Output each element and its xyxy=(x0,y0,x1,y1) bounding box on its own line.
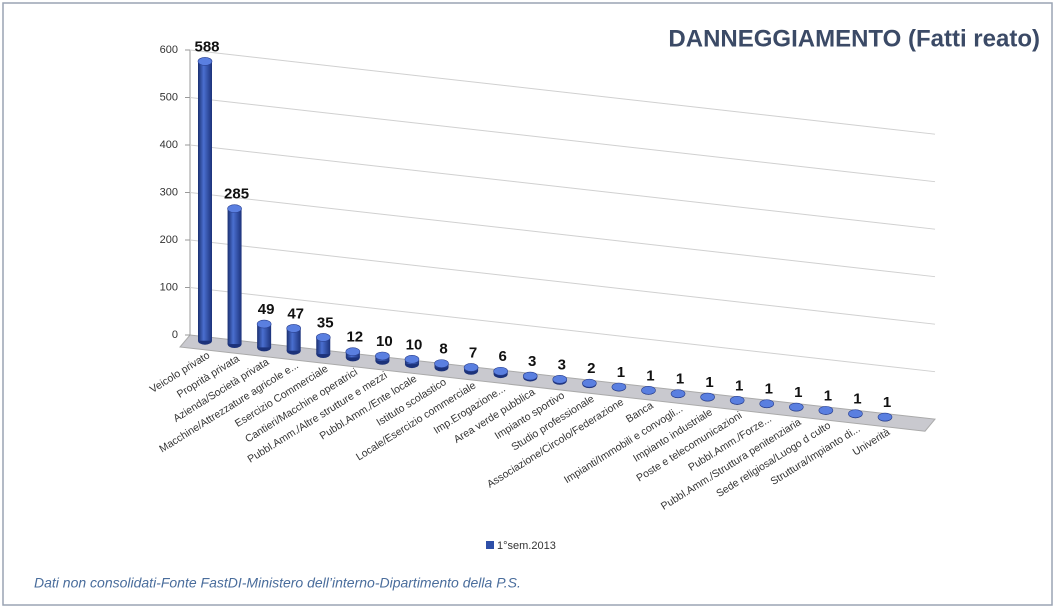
bar-cap xyxy=(286,324,301,333)
bar-cap xyxy=(582,378,597,388)
value-label: 1 xyxy=(794,384,802,401)
value-label: 1 xyxy=(705,374,713,391)
bar-cap xyxy=(345,347,361,356)
footnote: Dati non consolidati-Fonte FastDI-Minist… xyxy=(34,575,521,591)
bar-cap xyxy=(375,351,390,361)
value-label: 1 xyxy=(617,364,625,381)
value-label: 6 xyxy=(498,348,506,365)
bar-cap xyxy=(404,355,420,364)
bar xyxy=(286,328,301,351)
bar xyxy=(227,208,242,345)
y-tick-label: 500 xyxy=(160,91,178,103)
value-label: 1 xyxy=(824,387,832,404)
grid-line xyxy=(189,49,936,135)
bar-cap xyxy=(818,406,834,415)
value-label: 8 xyxy=(439,341,447,358)
value-label: 7 xyxy=(469,344,477,361)
y-tick-label: 200 xyxy=(160,234,178,246)
bar-cap xyxy=(611,382,627,392)
value-label: 1 xyxy=(853,391,861,408)
bar-cap xyxy=(522,371,538,381)
grid-line xyxy=(189,287,936,373)
value-label: 1 xyxy=(646,367,654,384)
value-label: 47 xyxy=(287,305,304,322)
value-label: 1 xyxy=(735,377,743,394)
bar-cap xyxy=(197,57,213,66)
value-label: 1 xyxy=(676,371,684,388)
chart-title: DANNEGGIAMENTO (Fatti reato) xyxy=(668,25,1040,52)
value-label: 35 xyxy=(317,314,334,331)
legend-label: 1°sem.2013 xyxy=(497,540,556,552)
bar-cap xyxy=(227,204,242,213)
value-label: 2 xyxy=(587,360,595,377)
legend-swatch xyxy=(486,541,494,549)
grid-line xyxy=(189,97,936,183)
bar-cap xyxy=(789,402,804,412)
bar-cap xyxy=(256,319,272,329)
grid-line xyxy=(189,192,936,278)
value-label: 1 xyxy=(765,381,773,398)
grid-line xyxy=(189,144,936,230)
value-label: 12 xyxy=(346,329,363,346)
value-label: 3 xyxy=(528,353,536,370)
bar xyxy=(316,337,331,355)
bar xyxy=(257,324,272,348)
value-label: 10 xyxy=(406,336,423,353)
value-label: 588 xyxy=(194,38,219,55)
bar-cap xyxy=(848,409,863,419)
y-tick-label: 0 xyxy=(172,329,178,341)
bar-cap xyxy=(877,412,893,422)
bar-cap xyxy=(641,386,656,395)
value-label: 10 xyxy=(376,333,393,350)
y-tick-label: 400 xyxy=(160,139,178,151)
bar-cap xyxy=(670,389,686,398)
bar-cap xyxy=(759,399,775,408)
bar xyxy=(198,61,212,341)
y-tick-label: 600 xyxy=(160,44,178,56)
value-label: 1 xyxy=(883,394,891,411)
bar-cap xyxy=(434,359,449,368)
y-tick-label: 300 xyxy=(160,186,178,198)
y-tick-label: 100 xyxy=(160,281,178,293)
value-label: 3 xyxy=(558,356,566,373)
bar-cap xyxy=(700,392,715,402)
value-label: 49 xyxy=(258,301,275,318)
bar-cap xyxy=(463,363,479,372)
grid-line xyxy=(189,239,936,325)
value-label: 285 xyxy=(224,186,249,203)
bar-cap xyxy=(493,366,508,376)
bar-cap xyxy=(729,396,745,405)
bar-cap xyxy=(552,375,568,384)
bar-cap xyxy=(315,333,331,342)
